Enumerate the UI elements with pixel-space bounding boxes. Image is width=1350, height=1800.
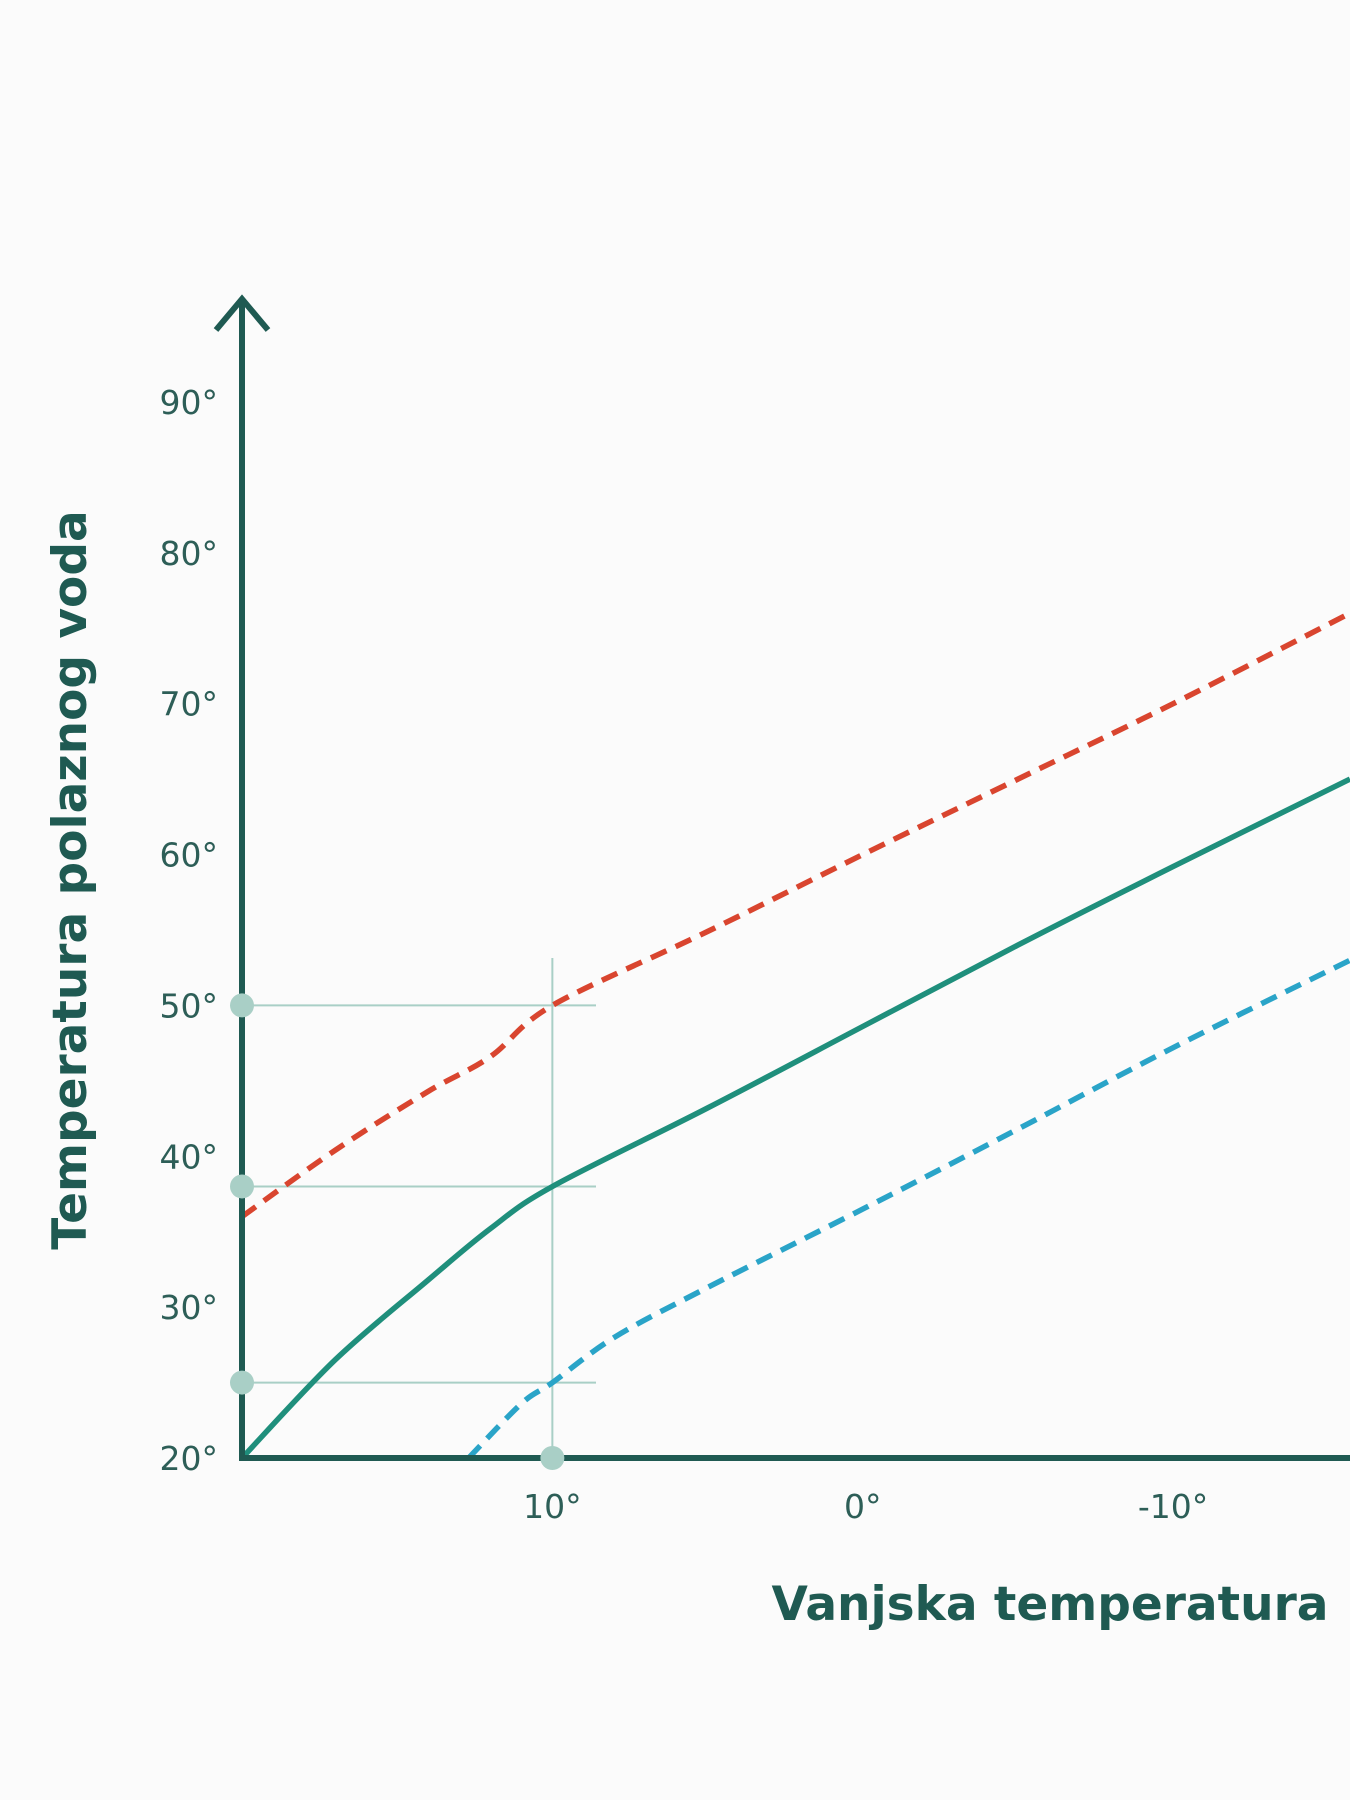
- x-tick-label: 10°: [523, 1487, 582, 1526]
- series-layer: [240, 610, 1350, 1460]
- series-line-2: [240, 776, 1350, 1460]
- y-tick-label: 80°: [160, 534, 219, 573]
- y-reference-marker: [230, 1370, 254, 1395]
- y-tick-label: 50°: [160, 986, 219, 1025]
- marker-layer: [230, 993, 565, 1470]
- x-reference-marker: [540, 1446, 565, 1470]
- x-tick-label: 0°: [844, 1487, 882, 1526]
- y-tick-label: 90°: [160, 383, 219, 422]
- y-axis-arrow: [213, 294, 271, 332]
- y-reference-marker: [230, 993, 254, 1018]
- y-axis-title: Temperatura polaznog voda: [43, 510, 98, 1249]
- series-line-3: [466, 957, 1350, 1460]
- reference-layer: [242, 958, 596, 1458]
- axis-layer: [213, 294, 1350, 1461]
- y-tick-label: 20°: [160, 1439, 219, 1478]
- x-tick-label: -10°: [1138, 1487, 1208, 1526]
- y-tick-label: 60°: [160, 836, 219, 875]
- y-tick-label: 40°: [160, 1137, 219, 1176]
- series-line-1: [240, 610, 1350, 1219]
- y-reference-marker: [230, 1174, 254, 1199]
- y-tick-label: 30°: [160, 1288, 219, 1327]
- y-tick-label: 70°: [160, 685, 219, 724]
- tick-labels: 20° 30° 40° 50° 60° 70° 80° 90° 10° 0° -10°: [160, 383, 1209, 1526]
- x-axis-title: Vanjska temperatura: [772, 1577, 1329, 1632]
